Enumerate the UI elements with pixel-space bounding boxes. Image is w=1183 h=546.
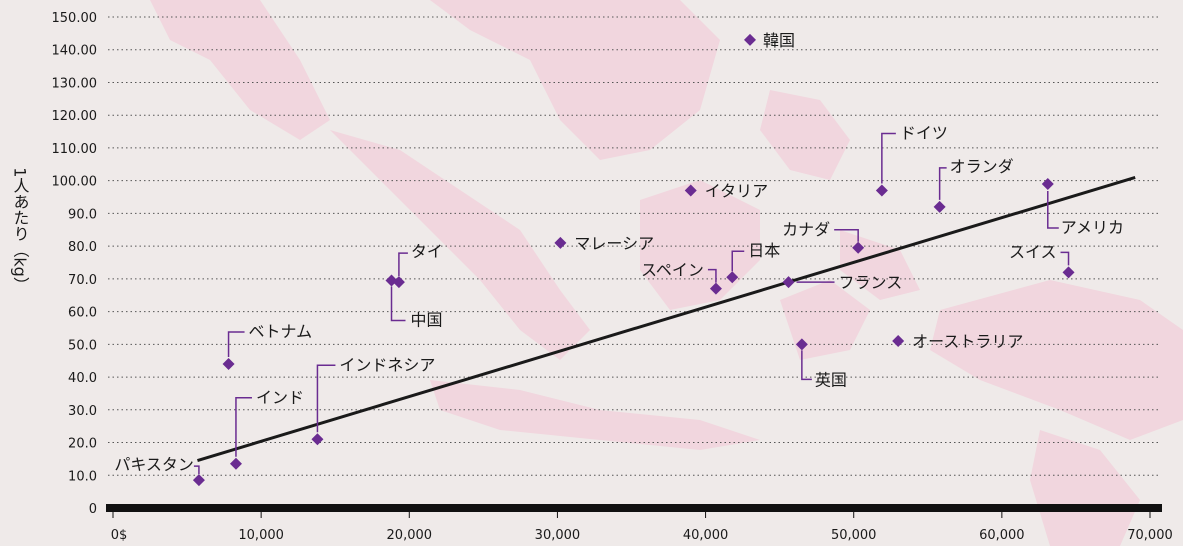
data-point-marker — [852, 241, 865, 254]
data-point-label: フランス — [839, 273, 903, 292]
data-point-label: パキスタン — [114, 455, 194, 474]
data-point-label: オーストラリア — [912, 332, 1023, 351]
y-tick-label: 130.00 — [52, 76, 98, 91]
data-point-label: ドイツ — [900, 123, 948, 142]
y-tick-label: 50.0 — [68, 338, 97, 353]
y-tick-label: 40.0 — [68, 371, 97, 386]
data-point-marker — [385, 274, 398, 287]
data-points — [192, 33, 1075, 487]
y-tick-label: 90.0 — [68, 207, 97, 222]
data-point-label: スペイン — [641, 261, 704, 280]
data-point-label: マレーシア — [574, 234, 654, 253]
data-point-marker — [684, 184, 697, 197]
data-point-marker — [1041, 177, 1054, 190]
x-tick-label: 20,000 — [387, 528, 433, 543]
x-tick-label: 50,000 — [831, 528, 877, 543]
map-landmass — [430, 380, 760, 450]
data-point-label: カナダ — [782, 220, 830, 239]
data-point-marker — [875, 184, 888, 197]
x-axis: 0$ 10,000 20,000 30,000 40,000 50,000 60,000 70… — [106, 504, 1173, 543]
y-tick-label: 60.0 — [68, 306, 97, 321]
data-point-label: アメリカ — [1061, 218, 1124, 237]
data-point-marker — [554, 236, 567, 249]
y-tick-label: 120.00 — [52, 109, 98, 124]
x-tick-label: 10,000 — [238, 528, 284, 543]
data-point-label: オランダ — [950, 157, 1014, 176]
data-point-marker — [782, 276, 795, 289]
data-point-label: 中国 — [411, 311, 443, 330]
y-tick-label: 20.0 — [68, 437, 97, 452]
map-landmass — [1030, 430, 1140, 546]
y-tick-label: 10.0 — [68, 469, 97, 484]
x-tick-label: 0$ — [111, 528, 128, 543]
data-point-label: スイス — [1009, 242, 1057, 261]
x-tick-label: 40,000 — [683, 528, 729, 543]
data-point-label: 日本 — [748, 241, 780, 260]
data-point-label: ベトナム — [249, 322, 313, 341]
data-point-marker — [222, 357, 235, 370]
label-leader-line — [1047, 190, 1059, 229]
data-point-marker — [311, 433, 324, 446]
y-tick-label: 110.00 — [52, 142, 98, 157]
x-tick-label: 60,000 — [979, 528, 1025, 543]
data-point-marker — [795, 338, 808, 351]
label-leader-line — [227, 331, 245, 357]
label-leader-line — [193, 465, 200, 475]
data-point-label: タイ — [411, 242, 443, 261]
label-leader-line — [834, 229, 859, 242]
map-landmass — [330, 130, 590, 360]
label-leader-line — [398, 252, 408, 277]
y-tick-label: 140.00 — [52, 44, 98, 59]
label-leader-line — [801, 350, 812, 381]
trend-line — [197, 175, 1136, 462]
y-tick-label: 70.0 — [68, 273, 97, 288]
label-leader-line — [731, 250, 745, 272]
data-point-marker — [192, 474, 205, 487]
label-leader-line — [390, 286, 406, 322]
data-point-marker — [709, 282, 722, 295]
y-tick-label: 0 — [89, 502, 97, 517]
y-tick-label: 150.00 — [52, 11, 98, 26]
trend-line-path — [197, 175, 1136, 462]
y-tick-label: 100.00 — [52, 175, 98, 190]
x-tick-label: 30,000 — [535, 528, 581, 543]
data-point-label: インド — [256, 388, 304, 407]
x-tick-label: 70,000 — [1127, 528, 1173, 543]
label-leader-line — [316, 364, 336, 433]
label-leaders — [193, 132, 1070, 475]
label-leader-line — [938, 167, 947, 200]
data-point-marker — [744, 33, 757, 46]
data-point-label: イタリア — [705, 181, 768, 200]
y-tick-label: 80.0 — [68, 240, 97, 255]
data-point-label: 英国 — [815, 370, 847, 389]
map-landmass — [930, 280, 1183, 440]
y-axis: 0 10.0 20.0 30.0 40.0 50.0 60.0 70.0 80.0 90.0 100… — [52, 11, 98, 517]
map-landmass — [430, 0, 720, 160]
label-leader-line — [881, 132, 896, 184]
y-axis-label: 1人あたり（kg） — [11, 167, 30, 293]
map-landmass — [760, 90, 850, 180]
label-leader-line — [1060, 251, 1070, 266]
data-point-label: インドネシア — [339, 355, 435, 374]
data-point-marker — [229, 457, 242, 470]
y-tick-label: 30.0 — [68, 404, 97, 419]
data-point-marker — [1062, 266, 1075, 279]
data-point-marker — [726, 271, 739, 284]
label-leader-line — [235, 397, 252, 457]
map-landmass — [430, 0, 470, 20]
data-point-marker — [933, 200, 946, 213]
map-landmass — [150, 0, 330, 140]
label-leader-line — [707, 268, 717, 283]
data-point-label: 韓国 — [763, 31, 795, 50]
data-point-marker — [892, 335, 905, 348]
